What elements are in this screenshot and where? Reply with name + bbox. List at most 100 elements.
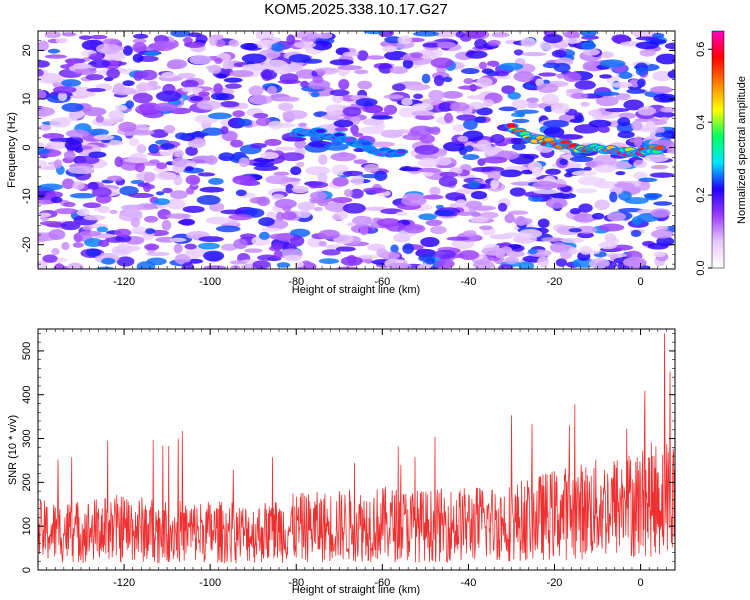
spectrogram-cell xyxy=(599,74,612,79)
spectrogram-cell xyxy=(276,262,291,268)
spectrogram-cells xyxy=(38,31,675,269)
spectrogram-cell xyxy=(106,175,123,182)
spectrogram-cell xyxy=(290,166,302,176)
spectrogram-cell xyxy=(271,242,284,250)
y-tick-label: 100 xyxy=(21,517,33,535)
spectrogram-cell xyxy=(382,45,398,53)
spectrogram-cell xyxy=(438,101,453,112)
spectrogram-cell xyxy=(390,244,399,253)
spectrogram-cell xyxy=(588,258,610,269)
spectrogram-cell xyxy=(72,62,90,70)
spectrogram-cell xyxy=(352,132,364,137)
spectrogram-cell xyxy=(416,248,429,254)
spectrogram-cell xyxy=(599,59,626,68)
spectrogram-cell xyxy=(605,253,627,258)
spectrogram-cell xyxy=(300,260,312,269)
spectrogram-cell xyxy=(230,139,244,148)
x-tick-label: -120 xyxy=(113,276,135,288)
spectrogram-cell xyxy=(61,79,82,87)
spectrogram-cell xyxy=(38,124,52,131)
spectrogram-cell xyxy=(144,215,159,223)
spectrogram-cell xyxy=(441,90,463,99)
spectrogram-cell xyxy=(230,265,241,269)
spectrogram-cell xyxy=(487,39,501,46)
spectrogram-cell xyxy=(664,42,675,50)
spectrogram-cell xyxy=(89,128,109,137)
spectrogram-cell xyxy=(330,152,357,162)
spectrogram-cell xyxy=(208,112,232,120)
spectrogram-cell xyxy=(132,53,144,63)
spectrogram-feature-core xyxy=(315,129,326,134)
spectrogram-cell xyxy=(96,266,115,269)
spectrogram-cell xyxy=(428,89,445,101)
spectrogram-cell xyxy=(175,132,189,140)
spectrogram-cell xyxy=(269,233,294,241)
spectrogram-cell xyxy=(370,115,393,120)
spectrogram-cell xyxy=(91,186,112,198)
spectrogram-cell xyxy=(350,174,364,186)
spectrogram-cell xyxy=(76,208,90,217)
spectrogram-cell xyxy=(136,144,147,154)
x-tick-label: -80 xyxy=(288,577,304,589)
spectrogram-cell xyxy=(402,58,414,69)
spectrogram-cell xyxy=(463,78,474,85)
spectrogram-cell xyxy=(274,146,297,151)
spectrogram-cell xyxy=(318,229,340,240)
spectrogram-cell xyxy=(553,62,571,73)
spectrogram-cell xyxy=(617,208,644,213)
spectrogram-cell xyxy=(283,254,302,262)
spectrogram-cell xyxy=(147,80,158,86)
spectrogram-cell xyxy=(332,176,349,187)
spectrogram-cell xyxy=(252,162,275,167)
spectrogram-cell xyxy=(106,68,120,79)
spectrogram-cell xyxy=(595,95,619,107)
spectrogram-cell xyxy=(161,71,176,79)
spectrogram-cell xyxy=(463,230,477,237)
spectrogram-cell xyxy=(268,120,283,130)
spectrogram-cell xyxy=(415,114,435,121)
spectrogram-cell xyxy=(232,110,246,118)
spectrogram-cell xyxy=(52,86,77,94)
spectrogram-cell xyxy=(349,188,364,199)
spectrogram-cell xyxy=(498,62,524,71)
spectrogram-cell xyxy=(248,85,264,97)
spectrogram-cell xyxy=(97,205,110,214)
spectrogram-cell xyxy=(543,33,563,44)
spectrogram-cell xyxy=(51,247,60,256)
colorbar-tick-label: 0.0 xyxy=(695,260,707,275)
spectrogram-cell xyxy=(493,71,509,77)
spectrogram-cell xyxy=(385,222,406,232)
spectrogram-cell xyxy=(203,265,227,269)
spectrogram-feature-core xyxy=(560,140,571,145)
spectrogram-cell xyxy=(513,49,524,56)
spectrogram-cell xyxy=(264,138,282,147)
spectrogram-cell xyxy=(593,91,620,96)
x-tick-label: -40 xyxy=(460,276,476,288)
spectrogram-cell xyxy=(626,88,645,94)
spectrogram-cell xyxy=(54,208,78,215)
spectrogram-cell xyxy=(365,104,384,114)
spectrogram-cell xyxy=(610,81,633,88)
spectrogram-cell xyxy=(343,188,353,198)
spectrogram-cell xyxy=(503,256,520,265)
spectrogram-cell xyxy=(44,54,67,59)
spectrogram-cell xyxy=(130,217,141,228)
spectrogram-cell xyxy=(335,246,356,252)
spectrogram-cell xyxy=(64,139,82,151)
spectrogram-cell xyxy=(125,100,135,109)
spectrogram-cell xyxy=(61,102,84,112)
spectrogram-cell xyxy=(148,143,160,154)
spectrogram-cell xyxy=(538,72,557,77)
spectrogram-cell xyxy=(249,143,267,149)
spectrogram-cell xyxy=(128,138,140,146)
spectrogram-cell xyxy=(592,109,602,120)
spectrogram-cell xyxy=(170,190,188,200)
spectrogram-cell xyxy=(647,242,669,250)
spectrogram-cell xyxy=(470,190,488,200)
spectrogram-cell xyxy=(160,143,176,150)
spectrogram-cell xyxy=(398,107,416,118)
spectrogram-cell xyxy=(78,35,92,40)
spectrogram-cell xyxy=(136,261,156,269)
spectrogram-cell xyxy=(306,33,317,40)
